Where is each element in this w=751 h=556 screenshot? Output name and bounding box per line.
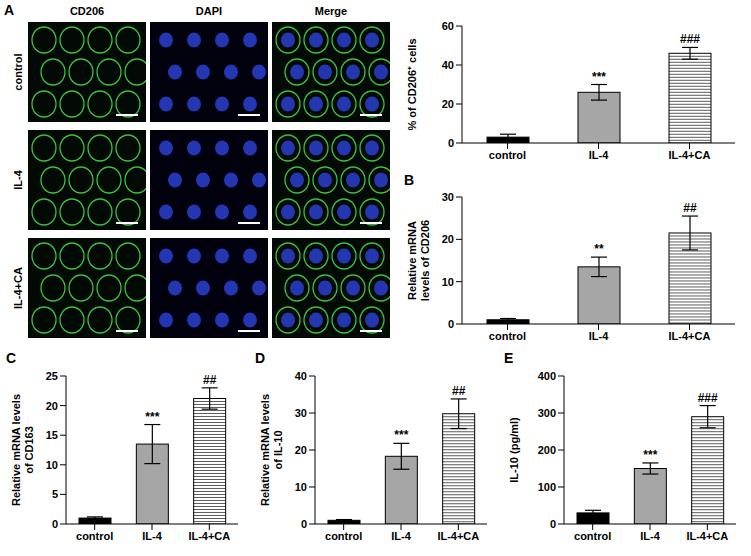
svg-text:***: *** <box>145 410 159 424</box>
svg-text:IL-4+CA: IL-4+CA <box>669 149 711 161</box>
html-text:D: D <box>255 350 266 366</box>
svg-text:20: 20 <box>442 98 454 110</box>
svg-text:25: 25 <box>46 370 58 382</box>
svg-text:IL-4+CA: IL-4+CA <box>669 330 711 342</box>
svg-text:20: 20 <box>442 233 454 245</box>
svg-text:0: 0 <box>301 518 307 530</box>
svg-text:10: 10 <box>295 481 307 493</box>
svg-text:IL-10 (pg/ml): IL-10 (pg/ml) <box>508 417 520 483</box>
svg-text:40: 40 <box>442 59 454 71</box>
svg-text:IL-4+CA: IL-4+CA <box>188 530 230 542</box>
svg-text:40: 40 <box>295 370 307 382</box>
svg-text:400: 400 <box>538 370 556 382</box>
svg-text:200: 200 <box>538 444 556 456</box>
svg-text:30: 30 <box>295 407 307 419</box>
svg-text:IL-4: IL-4 <box>391 530 411 542</box>
html-text:DAPI: DAPI <box>195 5 223 17</box>
svg-text:###: ### <box>680 32 700 46</box>
svg-text:###: ### <box>698 391 718 405</box>
svg-text:20: 20 <box>46 400 58 412</box>
svg-text:0: 0 <box>448 137 454 149</box>
svg-text:15: 15 <box>46 429 58 441</box>
svg-text:control: control <box>489 330 526 342</box>
html-text:control: control <box>12 53 24 91</box>
html-text:Merge: Merge <box>314 5 348 17</box>
svg-text:IL-4: IL-4 <box>142 530 162 542</box>
svg-text:IL-4: IL-4 <box>589 149 609 161</box>
svg-text:% of CD206⁺ cells: % of CD206⁺ cells <box>406 38 418 130</box>
html-text:C: C <box>6 350 17 366</box>
svg-text:Relative mRNAlevels of CD206: Relative mRNAlevels of CD206 <box>406 220 431 301</box>
svg-text:20: 20 <box>295 444 307 456</box>
svg-text:0: 0 <box>52 518 58 530</box>
svg-text:control: control <box>325 530 362 542</box>
svg-text:control: control <box>489 149 526 161</box>
svg-text:##: ## <box>452 384 466 398</box>
html-text:E: E <box>504 350 514 366</box>
html-text:IL-4: IL-4 <box>12 170 24 190</box>
svg-text:IL-4+CA: IL-4+CA <box>437 530 479 542</box>
svg-text:10: 10 <box>46 459 58 471</box>
svg-text:0: 0 <box>550 518 556 530</box>
html-text:B: B <box>404 172 415 188</box>
svg-text:10: 10 <box>442 276 454 288</box>
svg-text:***: *** <box>394 428 408 442</box>
svg-text:Relative mRNA levelsof IL-10: Relative mRNA levelsof IL-10 <box>259 394 284 506</box>
html-text:A: A <box>4 2 15 18</box>
svg-text:Relative mRNA levelsof CD163: Relative mRNA levelsof CD163 <box>10 394 35 506</box>
svg-text:***: *** <box>643 448 657 462</box>
svg-text:**: ** <box>594 242 604 256</box>
svg-text:control: control <box>574 530 611 542</box>
svg-text:***: *** <box>592 70 606 84</box>
svg-text:30: 30 <box>442 191 454 203</box>
html-text:CD206: CD206 <box>69 5 105 17</box>
svg-text:##: ## <box>683 201 697 215</box>
svg-text:100: 100 <box>538 481 556 493</box>
svg-text:60: 60 <box>442 20 454 32</box>
svg-text:##: ## <box>203 373 217 387</box>
svg-text:0: 0 <box>448 318 454 330</box>
svg-text:IL-4: IL-4 <box>640 530 660 542</box>
svg-text:IL-4+CA: IL-4+CA <box>686 530 728 542</box>
svg-text:control: control <box>76 530 113 542</box>
svg-text:300: 300 <box>538 407 556 419</box>
svg-text:5: 5 <box>52 488 58 500</box>
html-text:IL-4+CA: IL-4+CA <box>12 267 24 309</box>
svg-text:IL-4: IL-4 <box>589 330 609 342</box>
